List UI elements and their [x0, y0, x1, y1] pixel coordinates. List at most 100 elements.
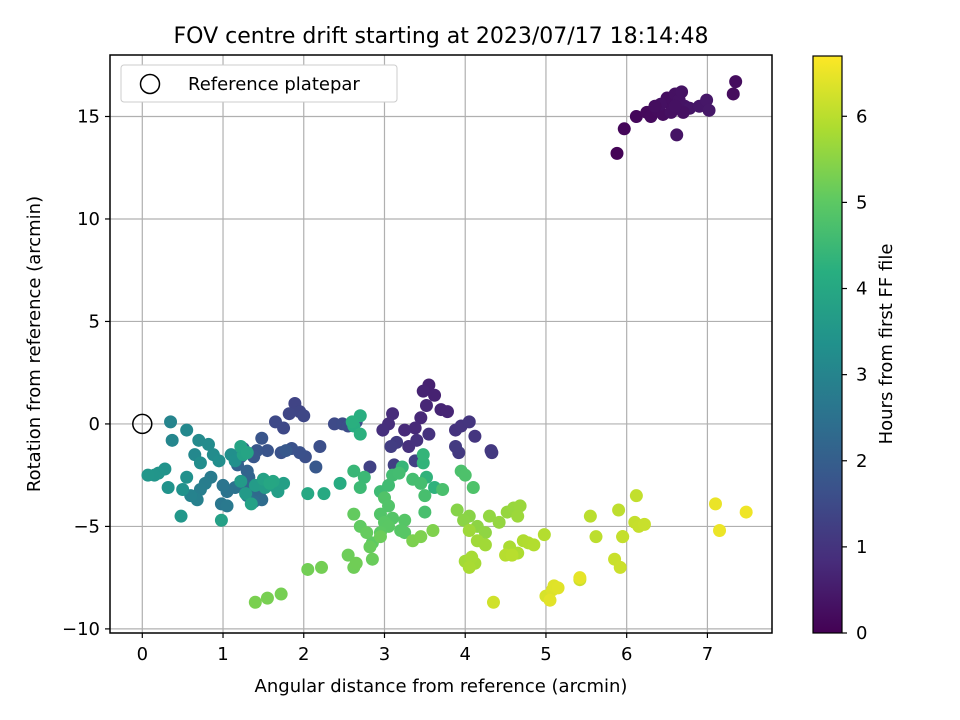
data-point	[220, 499, 234, 513]
chart-title: FOV centre drift starting at 2023/07/17 …	[174, 24, 709, 49]
data-point	[260, 444, 274, 458]
data-point	[613, 560, 627, 574]
colorbar-tick-label: 1	[856, 537, 867, 558]
data-point	[398, 526, 412, 540]
data-point	[419, 398, 433, 412]
data-point	[465, 550, 479, 564]
data-point	[274, 587, 288, 601]
data-point	[428, 388, 442, 402]
x-tick-label: 3	[379, 644, 390, 665]
x-axis-label: Angular distance from reference (arcmin)	[255, 676, 628, 697]
data-point	[486, 595, 500, 609]
data-point	[543, 593, 557, 607]
colorbar-tick-label: 3	[856, 365, 867, 386]
data-point	[384, 439, 398, 453]
data-point	[201, 437, 215, 451]
data-point	[260, 591, 274, 605]
data-point	[629, 489, 643, 503]
data-point	[468, 429, 482, 443]
data-point	[729, 75, 743, 89]
data-point	[357, 470, 371, 484]
y-tick-label: 10	[77, 209, 100, 230]
data-point	[301, 487, 315, 501]
data-point	[382, 499, 396, 513]
data-point	[408, 421, 422, 435]
data-point	[333, 476, 347, 490]
data-point	[161, 480, 175, 494]
grid	[110, 55, 772, 633]
colorbar-label: Hours from first FF file	[876, 244, 897, 445]
data-point	[610, 146, 624, 160]
data-point	[382, 478, 396, 492]
x-tick-label: 4	[459, 644, 470, 665]
data-point	[313, 439, 327, 453]
data-point	[492, 515, 506, 529]
data-point	[193, 483, 207, 497]
data-point	[462, 560, 476, 574]
data-point	[482, 509, 496, 523]
data-point	[376, 423, 390, 437]
data-point	[386, 407, 400, 421]
x-tick-label: 5	[540, 644, 551, 665]
data-point	[551, 581, 565, 595]
data-point	[141, 468, 155, 482]
data-point	[282, 407, 296, 421]
data-point	[315, 560, 329, 574]
data-point	[360, 526, 374, 540]
data-point	[708, 497, 722, 511]
data-point	[277, 476, 291, 490]
data-point	[426, 524, 440, 538]
data-point	[726, 87, 740, 101]
x-tick-label: 1	[217, 644, 228, 665]
data-point	[255, 431, 269, 445]
data-point	[527, 538, 541, 552]
data-point	[702, 103, 716, 117]
data-point	[234, 474, 248, 488]
data-point	[458, 468, 472, 482]
colorbar-tick-label: 6	[856, 106, 867, 127]
data-point	[589, 530, 603, 544]
data-point	[373, 530, 387, 544]
data-point	[617, 122, 631, 136]
data-point	[363, 460, 377, 474]
data-point	[505, 548, 519, 562]
data-point	[414, 530, 428, 544]
colorbar-tick-label: 2	[856, 451, 867, 472]
legend-label: Reference platepar	[188, 74, 360, 95]
data-point	[418, 505, 432, 519]
data-point	[212, 454, 226, 468]
data-point	[174, 509, 188, 523]
data-point	[648, 99, 662, 113]
x-tick-label: 6	[621, 644, 632, 665]
colorbar-gradient	[813, 56, 842, 633]
data-point	[616, 530, 630, 544]
data-point	[248, 595, 262, 609]
data-point	[436, 483, 450, 497]
legend: Reference platepar	[120, 64, 398, 103]
data-point	[418, 489, 432, 503]
x-tick-label: 0	[137, 644, 148, 665]
data-point	[345, 415, 359, 429]
data-point	[462, 415, 476, 429]
data-point	[700, 93, 714, 107]
data-point	[269, 415, 282, 429]
data-point	[392, 466, 406, 480]
data-point	[449, 439, 463, 453]
data-point	[513, 499, 527, 513]
x-tick-label: 2	[298, 644, 309, 665]
data-point	[440, 405, 454, 419]
data-point	[457, 513, 471, 527]
data-point	[478, 538, 492, 552]
y-tick-label: 0	[89, 414, 100, 435]
data-point	[301, 562, 315, 576]
data-point	[180, 423, 194, 437]
y-axis: −10 −5 0 5 10 15	[62, 106, 110, 640]
data-point	[297, 409, 311, 423]
data-point	[193, 456, 207, 470]
data-point	[214, 513, 228, 527]
data-point	[398, 423, 412, 437]
data-points	[141, 75, 753, 609]
legend-marker	[139, 73, 161, 95]
data-point	[485, 446, 499, 460]
